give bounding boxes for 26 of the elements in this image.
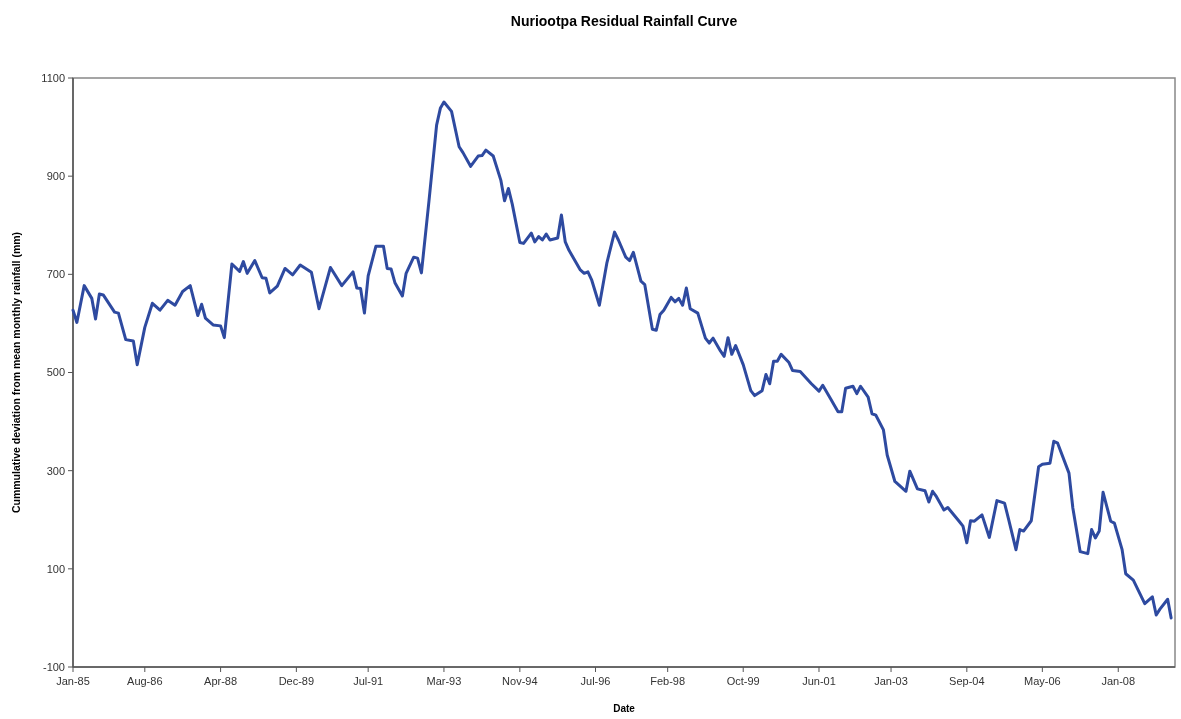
y-tick-label: 500 [46,366,65,379]
y-tick-label: 1100 [41,71,65,84]
x-tick-label: Apr-88 [204,675,238,687]
x-tick-label: Oct-99 [726,675,760,687]
x-tick-label: Jul-91 [353,675,384,687]
x-tick-label: Nov-94 [502,675,538,687]
x-axis-title: Date [613,703,636,714]
y-tick-label: -100 [42,660,65,673]
x-tick-label: Aug-86 [127,675,163,687]
x-tick-label: Feb-98 [650,675,686,687]
y-tick-label: 100 [46,562,65,575]
x-tick-label: Jun-01 [802,675,836,687]
x-tick-label: Jan-03 [874,675,908,687]
x-tick-label: Jan-08 [1101,675,1136,687]
y-axis-title: Cummulative deviation from mean monthly rainfall (mm) [10,231,22,514]
x-tick-label: Dec-89 [278,675,315,687]
y-tick-label: 700 [46,268,65,281]
y-tick-label: 900 [46,170,65,183]
y-tick-label: 300 [46,464,65,477]
x-tick-label: Mar-93 [426,675,462,687]
x-tick-label: Sep-04 [949,675,985,687]
chart-title: Nuriootpa Residual Rainfall Curve [510,13,738,29]
x-tick-label: Jul-96 [580,675,611,687]
x-tick-label: Jan-85 [56,675,90,687]
line-series [71,100,1173,620]
x-tick-label: May-06 [1024,675,1061,687]
